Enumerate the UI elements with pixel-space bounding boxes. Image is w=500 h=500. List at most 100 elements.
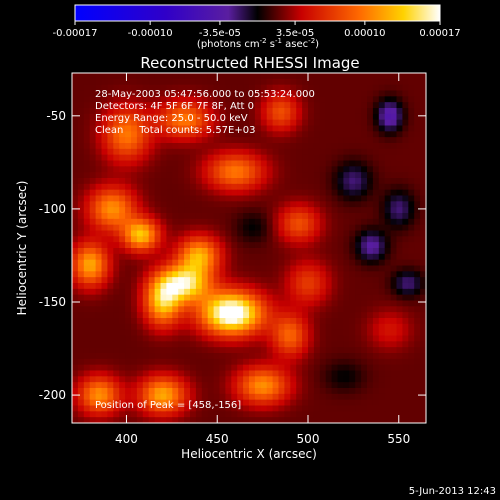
- heatmap-cell: [313, 236, 321, 243]
- heatmap-cell: [408, 318, 415, 325]
- heatmap-cell: [207, 253, 215, 261]
- heatmap-cell: [414, 218, 421, 226]
- heatmap-cell: [107, 318, 114, 325]
- heatmap-cell: [201, 172, 209, 179]
- heatmap-cell: [372, 183, 380, 191]
- heatmap-cell: [355, 183, 362, 191]
- heatmap-cell: [195, 393, 203, 401]
- heatmap-cell: [195, 160, 203, 167]
- heatmap-cell: [249, 312, 256, 319]
- heatmap-cell: [184, 166, 191, 173]
- heatmap-cell: [95, 90, 103, 97]
- heatmap-cell: [166, 271, 173, 278]
- heatmap-cell: [142, 113, 150, 121]
- heatmap-cell: [319, 154, 327, 162]
- heatmap-cell: [249, 411, 256, 418]
- heatmap-cell: [178, 405, 185, 412]
- heatmap-cell: [207, 288, 215, 296]
- heatmap-cell: [343, 329, 350, 337]
- heatmap-cell: [154, 353, 162, 360]
- heatmap-cell: [254, 323, 262, 331]
- heatmap-cell: [319, 358, 327, 366]
- heatmap-cell: [372, 323, 380, 331]
- heatmap-cell: [125, 154, 132, 162]
- heatmap-cell: [113, 78, 120, 86]
- heatmap-cell: [195, 195, 203, 202]
- heatmap-cell: [349, 318, 356, 325]
- heatmap-cell: [396, 90, 403, 97]
- heatmap-cell: [420, 84, 426, 92]
- heatmap-cell: [166, 207, 173, 214]
- heatmap-cell: [319, 399, 327, 407]
- heatmap-cell: [284, 271, 291, 278]
- heatmap-cell: [260, 306, 268, 313]
- heatmap-cell: [225, 236, 232, 243]
- heatmap-cell: [154, 189, 162, 197]
- heatmap-cell: [243, 148, 250, 156]
- heatmap-cell: [148, 154, 156, 162]
- heatmap-cell: [343, 236, 350, 243]
- heatmap-cell: [172, 411, 179, 418]
- heatmap-cell: [125, 113, 132, 121]
- heatmap-cell: [101, 125, 108, 132]
- heatmap-cell: [172, 108, 179, 115]
- heatmap-cell: [225, 259, 232, 267]
- colorbar-tick-label: 0.00010: [344, 28, 385, 39]
- heatmap-cell: [355, 399, 362, 407]
- heatmap-cell: [355, 90, 362, 97]
- heatmap-cell: [154, 271, 162, 278]
- heatmap-cell: [225, 172, 232, 179]
- heatmap-cell: [131, 271, 138, 278]
- heatmap-cell: [136, 154, 144, 162]
- heatmap-cell: [402, 207, 409, 214]
- heatmap-cell: [136, 183, 144, 191]
- heatmap-cell: [160, 288, 167, 296]
- heatmap-cell: [107, 312, 114, 319]
- heatmap-cell: [184, 172, 191, 179]
- heatmap-cell: [166, 411, 173, 418]
- heatmap-cell: [420, 178, 426, 185]
- heatmap-cell: [213, 96, 221, 103]
- heatmap-cell: [313, 283, 321, 290]
- heatmap-cell: [231, 318, 238, 325]
- heatmap-cell: [77, 96, 85, 103]
- heatmap-cell: [402, 213, 409, 220]
- heatmap-cell: [77, 341, 85, 348]
- heatmap-cell: [154, 329, 162, 337]
- heatmap-cell: [142, 294, 150, 302]
- heatmap-cell: [148, 364, 156, 372]
- heatmap-cell: [290, 166, 297, 173]
- heatmap-cell: [278, 370, 285, 377]
- heatmap-cell: [131, 160, 138, 167]
- heatmap-cell: [225, 312, 232, 319]
- heatmap-cell: [296, 300, 303, 307]
- heatmap-cell: [254, 178, 262, 185]
- heatmap-cell: [219, 201, 226, 208]
- heatmap-cell: [384, 265, 392, 272]
- heatmap-cell: [278, 411, 285, 418]
- heatmap-cell: [337, 306, 344, 313]
- heatmap-cell: [243, 248, 250, 255]
- heatmap-cell: [113, 125, 120, 132]
- heatmap-cell: [290, 265, 297, 272]
- heatmap-cell: [278, 399, 285, 407]
- heatmap-cell: [378, 143, 386, 150]
- heatmap-cell: [325, 183, 333, 191]
- heatmap-cell: [207, 84, 215, 92]
- heatmap-cell: [72, 73, 79, 80]
- heatmap-cell: [107, 213, 114, 220]
- heatmap-cell: [367, 224, 374, 232]
- heatmap-cell: [95, 125, 103, 132]
- heatmap-cell: [372, 417, 380, 423]
- heatmap-cell: [83, 253, 91, 261]
- heatmap-cell: [378, 335, 386, 342]
- heatmap-cell: [72, 113, 79, 121]
- heatmap-cell: [172, 288, 179, 296]
- heatmap-cell: [113, 271, 120, 278]
- heatmap-cell: [390, 376, 398, 383]
- heatmap-cell: [113, 166, 120, 173]
- heatmap-cell: [319, 73, 327, 80]
- heatmap-cell: [343, 388, 350, 395]
- heatmap-cell: [402, 78, 409, 86]
- heatmap-cell: [408, 271, 415, 278]
